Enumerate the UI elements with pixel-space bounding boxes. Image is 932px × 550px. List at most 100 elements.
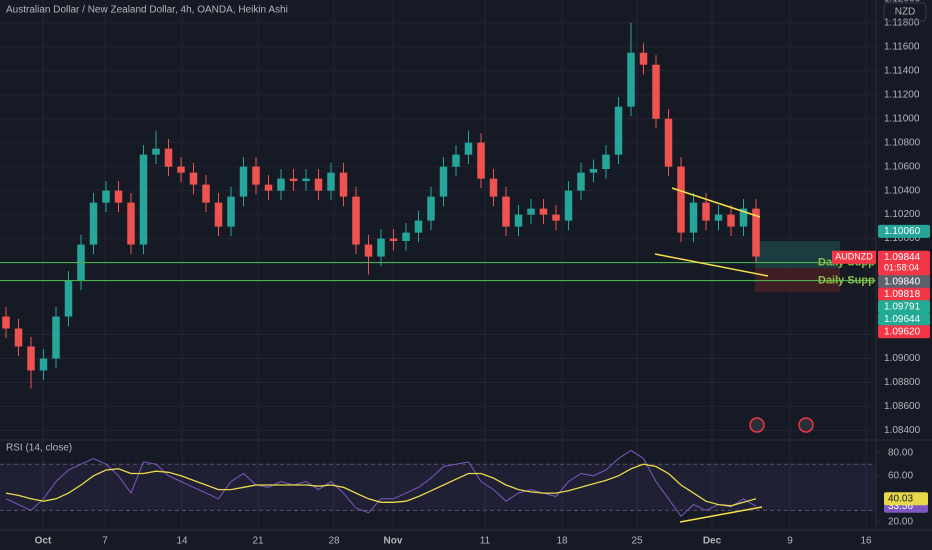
candle-body <box>402 232 410 241</box>
candle-body <box>139 154 148 245</box>
y-tick-label: 1.10600 <box>884 161 921 172</box>
price-tag <box>878 312 930 326</box>
rsi-line <box>5 449 757 517</box>
candle-body <box>439 166 448 197</box>
candle-body <box>339 172 348 197</box>
candle-body <box>327 172 335 191</box>
candle-body <box>89 202 98 245</box>
candle-body <box>464 142 473 155</box>
candle-body <box>377 238 385 257</box>
symbol-tag <box>832 250 876 264</box>
x-tick-label: Nov <box>384 536 403 547</box>
candle-body <box>577 172 585 191</box>
event-icon[interactable] <box>749 417 765 433</box>
candle-body <box>514 214 523 227</box>
candle-body <box>214 202 223 227</box>
candle-body <box>239 166 248 197</box>
candle-body <box>702 202 710 221</box>
trendline <box>671 187 761 218</box>
price-tag-label: 1.09818 <box>884 289 921 300</box>
rsi-value: 40.03 <box>888 493 913 504</box>
y-tick-label: 1.11200 <box>884 89 920 100</box>
currency-box[interactable] <box>883 2 927 22</box>
price-tag <box>878 287 930 301</box>
currency[interactable]: NZD <box>895 7 916 18</box>
candle-body <box>614 106 623 155</box>
rsi-trendline <box>679 506 763 523</box>
price-tag <box>878 300 930 314</box>
price-tag-label: 1.09644 <box>884 314 921 325</box>
x-tick-label: 21 <box>252 536 264 547</box>
price-tag-label: 1.09791 <box>884 301 921 312</box>
y-tick-label: 1.10400 <box>884 185 921 196</box>
trendline <box>654 253 769 277</box>
y-tick-label: 1.11800 <box>884 17 920 28</box>
candle-body <box>489 178 498 197</box>
candle-body <box>52 316 60 359</box>
candle-body <box>252 166 260 185</box>
candle-body <box>127 202 135 245</box>
candle-body <box>527 208 535 215</box>
candle-body <box>2 316 10 329</box>
y-tick-label: 1.12000 <box>884 0 921 4</box>
candle-body <box>727 214 735 227</box>
candle-body <box>227 196 235 227</box>
x-tick-label: 9 <box>787 536 793 547</box>
candle-body <box>689 202 698 233</box>
rsi-title: RSI (14, close) <box>6 443 72 454</box>
candle-body <box>539 208 548 215</box>
rsi-tick-label: 20.00 <box>888 517 913 528</box>
price-tag-label: 1.09620 <box>884 326 921 337</box>
candle-body <box>739 208 748 227</box>
y-tick-label: 1.11600 <box>884 41 920 52</box>
symbol-label: AUDNZD <box>835 252 873 262</box>
candle-body <box>64 280 73 317</box>
rsi-value: 33.56 <box>888 501 913 512</box>
candle-body <box>177 166 185 173</box>
y-tick-label: 1.10200 <box>884 209 921 220</box>
candle-body <box>302 178 310 182</box>
candle-body <box>114 190 123 203</box>
candle-body <box>477 142 485 179</box>
candle-body <box>152 148 160 155</box>
x-tick-label: Dec <box>703 536 722 547</box>
y-tick-label: 1.10000 <box>884 233 921 244</box>
candle-body <box>502 196 510 227</box>
rsi-value-tag <box>884 492 928 506</box>
candle-body <box>364 244 373 257</box>
y-tick-label: 1.11000 <box>884 113 920 124</box>
candle-body <box>414 220 423 233</box>
y-tick-label: 1.08800 <box>884 377 921 388</box>
x-tick-label: 11 <box>480 536 491 547</box>
candle-body <box>552 214 560 221</box>
candle-body <box>277 178 285 191</box>
candle-body <box>14 328 23 347</box>
candle-body <box>714 214 723 221</box>
price-tag <box>878 250 930 276</box>
candle-body <box>352 196 360 245</box>
x-tick-label: Oct <box>35 536 52 547</box>
candle-body <box>289 178 298 182</box>
candle-body <box>589 169 598 173</box>
candle-body <box>602 154 610 170</box>
price-tag <box>878 325 930 339</box>
candle-body <box>27 346 35 371</box>
candle-body <box>677 166 685 233</box>
candle-body <box>189 172 198 185</box>
candle-body <box>652 64 660 119</box>
candle-body <box>564 190 573 221</box>
candle-body <box>314 178 323 191</box>
countdown: 01:58:04 <box>884 263 919 273</box>
candle-body <box>452 154 460 167</box>
candle-body <box>752 208 760 257</box>
event-icon[interactable] <box>798 417 814 433</box>
y-tick-label: 1.08400 <box>884 425 921 436</box>
x-tick-label: 25 <box>631 536 643 547</box>
x-tick-label: 28 <box>328 536 340 547</box>
price-tag-label: 1.09844 <box>884 252 921 263</box>
price-tag-label: 1.10060 <box>884 226 921 237</box>
x-tick-label: 18 <box>556 536 568 547</box>
price-pane: Daily SupportDaily Support <box>0 22 890 517</box>
candle-body <box>39 358 48 371</box>
